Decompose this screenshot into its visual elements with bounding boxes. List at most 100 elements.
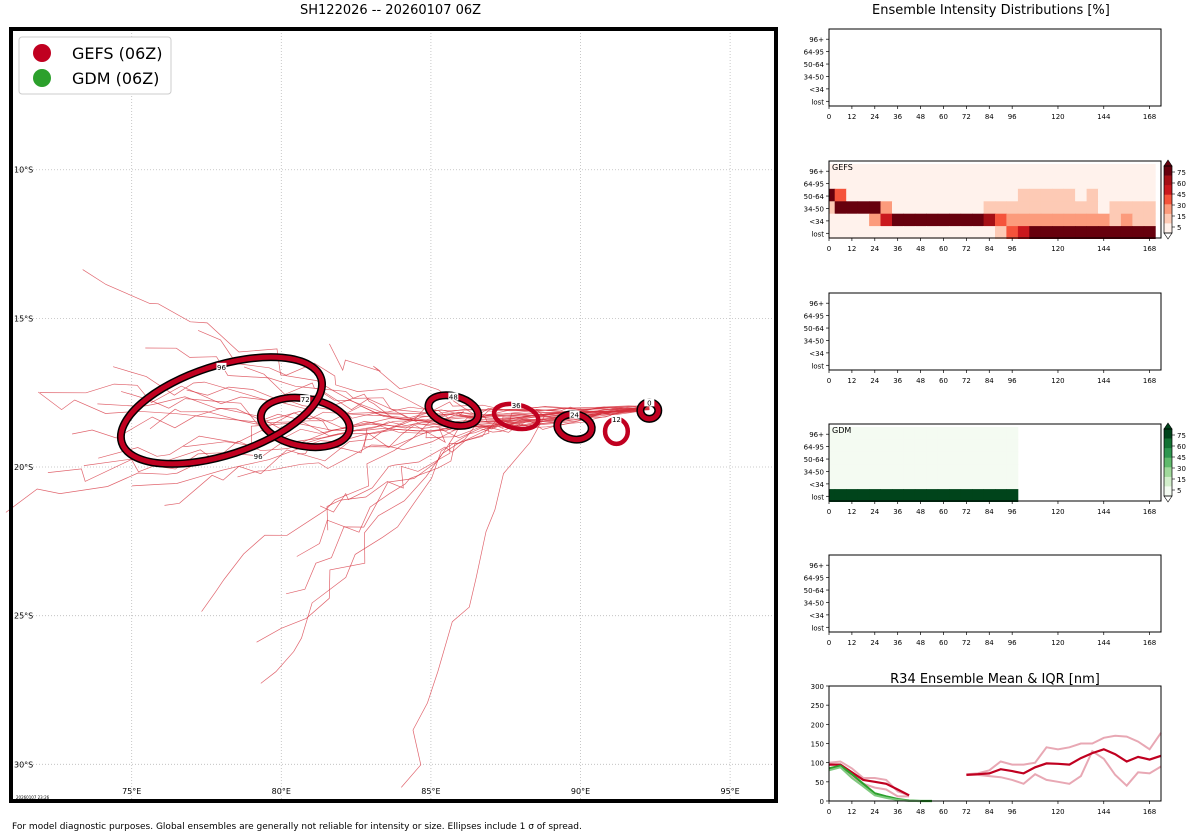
heatmap-cell [949, 439, 962, 453]
heatmap-cell [972, 213, 984, 227]
heatmap-cell [972, 476, 984, 490]
x-tick-label: 12 [847, 639, 856, 647]
colorbar-segment [1164, 467, 1172, 478]
colorbar-segment [1164, 438, 1172, 449]
r34-x-tick-label: 144 [1097, 808, 1111, 816]
heatmap-cell [846, 489, 859, 502]
x-tick-label: 96 [1008, 639, 1017, 647]
heatmap-cell [1006, 226, 1019, 239]
x-tick-label: 72 [962, 377, 971, 385]
heatmap-cell [983, 176, 996, 190]
x-tick-label: 120 [1051, 508, 1064, 516]
heatmap-cell [1109, 213, 1122, 227]
r34-x-tick-label: 36 [893, 808, 902, 816]
heatmap-cell [995, 226, 1007, 239]
heatmap-cell [1017, 201, 1030, 215]
legend-label: GDM (06Z) [72, 69, 159, 88]
heatmap-cell [857, 226, 870, 239]
x-tick-label: 0 [827, 639, 831, 647]
heatmap-cell [995, 188, 1007, 202]
y-tick-label: 50-64 [804, 456, 825, 464]
heatmap-cell [869, 427, 881, 440]
heatmap-cell [857, 464, 870, 478]
ellipse-label-bg [569, 410, 580, 419]
heatmap-cell [829, 164, 836, 177]
ellipse-label-bg [448, 392, 459, 401]
heatmap-cell [926, 164, 939, 177]
heatmap-cell [972, 439, 984, 453]
heatmap-cell [869, 188, 881, 202]
heatmap-cell [972, 451, 984, 465]
heatmap-cell [1063, 201, 1076, 215]
y-tick-label: 34-50 [804, 337, 824, 345]
heatmap-cell [1109, 226, 1122, 239]
heatmap-cell [880, 188, 893, 202]
heatmap-cell [829, 451, 836, 465]
heatmap-cell [829, 188, 836, 202]
lon-tick-label: 95°E [721, 787, 740, 796]
intensity-title: Ensemble Intensity Distributions [%] [872, 3, 1110, 18]
heatmap-cell [829, 439, 836, 453]
heatmap-cell [1098, 176, 1110, 190]
ellipse-hour-label: 48 [449, 394, 458, 402]
heatmap-cell [949, 489, 962, 502]
heatmap-cell [846, 164, 859, 177]
heatmap-cell [1006, 176, 1019, 190]
heatmap-cell [1017, 176, 1030, 190]
heatmap-cell [857, 439, 870, 453]
y-tick-label: 96+ [809, 562, 824, 570]
heatmap-cell [857, 188, 870, 202]
x-tick-label: 168 [1143, 245, 1156, 253]
heatmap-cell [834, 464, 847, 478]
heatmap-cell [983, 427, 996, 440]
heatmap-cell [880, 201, 893, 215]
colorbar-tick-label: 30 [1177, 465, 1186, 473]
y-tick-label: 50-64 [804, 587, 825, 595]
colorbar-segment [1164, 486, 1172, 497]
colorbar-tick-label: 75 [1177, 432, 1186, 440]
heatmap-cell [949, 427, 962, 440]
heatmap-cell [937, 451, 950, 465]
heatmap-cell [926, 451, 939, 465]
y-tick-label: <34 [809, 86, 824, 94]
y-tick-label: 34-50 [804, 468, 824, 476]
heatmap-cell [1052, 226, 1065, 239]
heatmap-cell [926, 226, 939, 239]
colorbar-tick-label: 45 [1177, 454, 1186, 462]
x-tick-label: 72 [962, 508, 971, 516]
panel-frame [828, 292, 1162, 371]
heatmap-cell [903, 164, 916, 177]
x-tick-label: 24 [870, 377, 879, 385]
r34-y-tick-label: 100 [811, 760, 824, 768]
lat-tick-label: 20°S [14, 463, 33, 472]
heatmap-cell [1017, 213, 1030, 227]
heatmap-cell [1098, 164, 1110, 177]
ensemble-track [72, 405, 650, 439]
heatmap-cell [903, 439, 916, 453]
panel-frame [828, 554, 1162, 633]
heatmap-cell [880, 427, 893, 440]
ellipse-96h [118, 354, 325, 467]
heatmap-cell [892, 427, 904, 440]
heatmap-cell [960, 451, 973, 465]
heatmap-cell [949, 188, 962, 202]
lat-tick-label: 25°S [14, 612, 33, 621]
x-tick-label: 0 [827, 377, 831, 385]
ensemble-track [326, 406, 650, 531]
panel-model-label: GEFS [832, 163, 853, 172]
x-tick-label: 24 [870, 639, 879, 647]
heatmap-cell [1075, 164, 1087, 177]
x-tick-label: 168 [1143, 639, 1156, 647]
heatmap-cell [995, 439, 1007, 453]
ensemble-track [256, 405, 650, 643]
lon-tick-label: 80°E [272, 787, 291, 796]
heatmap-cell [972, 164, 984, 177]
heatmap-cell [846, 427, 859, 440]
lon-tick-label: 90°E [571, 787, 590, 796]
colorbar-segment [1164, 204, 1172, 215]
colorbar-extend-top [1163, 159, 1173, 167]
r34-y-tick-label: 50 [815, 779, 824, 787]
r34-x-tick-label: 120 [1051, 808, 1064, 816]
heatmap-cell [972, 176, 984, 190]
heatmap-cell [1120, 188, 1133, 202]
